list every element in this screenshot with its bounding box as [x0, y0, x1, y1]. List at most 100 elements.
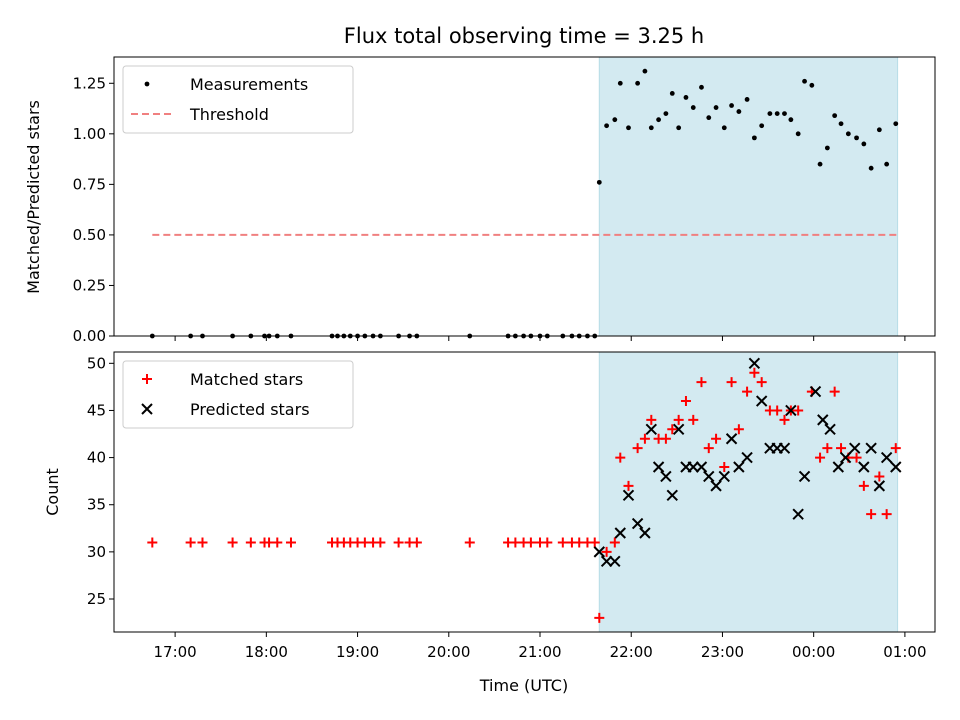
measurements-point	[656, 117, 661, 123]
matched-stars-point	[589, 537, 600, 548]
measurements-point	[713, 105, 719, 110]
measurements-legend-marker	[144, 81, 150, 87]
predicted-stars-point	[798, 470, 811, 483]
matched-stars-point	[696, 377, 707, 388]
bottom-panel-frame	[113, 351, 936, 633]
measurements-point	[648, 125, 654, 131]
matched-stars-point	[639, 433, 650, 444]
measurements-point	[788, 117, 794, 123]
top-legend-box	[122, 65, 354, 134]
matched-stars-point	[646, 414, 657, 425]
measurements-point	[663, 111, 669, 117]
matched-stars-legend-label: Matched stars	[190, 370, 303, 389]
measurements-point	[596, 179, 602, 185]
matched-stars-point	[836, 443, 847, 454]
predicted-stars-point	[672, 423, 685, 436]
x-tick-label: 01:00	[883, 643, 926, 661]
measurements-point	[845, 131, 851, 137]
measurements-point	[699, 84, 704, 90]
matched-stars-point	[688, 414, 699, 425]
matched-stars-point	[609, 537, 620, 548]
matched-stars-point	[227, 537, 238, 548]
predicted-stars-legend-marker	[141, 403, 153, 415]
predicted-stars-point	[652, 461, 665, 473]
matched-stars-point	[680, 396, 691, 407]
matched-stars-point	[890, 443, 901, 454]
measurements-point	[774, 111, 780, 117]
x-tick-label: 20:00	[427, 643, 470, 661]
measurements-point	[642, 68, 648, 74]
predicted-stars-point	[849, 442, 861, 454]
top-y-tick-label: 0.50	[73, 226, 106, 244]
measurements-point	[683, 95, 689, 100]
matched-stars-point	[881, 509, 892, 520]
predicted-stars-point	[687, 461, 699, 473]
matched-stars-point	[525, 537, 536, 548]
predicted-stars-point	[778, 442, 791, 454]
bottom-y-tick-label: 30	[87, 543, 106, 561]
measurements-point	[767, 111, 773, 117]
top-legend: Measurements Threshold	[122, 65, 354, 134]
predicted-stars-point	[785, 404, 797, 417]
measurements-point	[736, 109, 742, 114]
predicted-stars-point	[710, 480, 722, 492]
bottom-y-tick-label: 45	[87, 401, 106, 419]
matched-stars-point	[632, 443, 643, 454]
predicted-stars-point	[593, 546, 606, 558]
measurements-point	[861, 141, 867, 147]
predicted-stars-point	[718, 470, 730, 483]
bottom-y-tick-label: 40	[87, 449, 106, 467]
matched-stars-point	[601, 546, 612, 557]
measurements-point	[759, 123, 765, 129]
matched-stars-point	[719, 462, 730, 473]
measurements-point	[721, 125, 727, 131]
measurements-point	[676, 125, 682, 131]
matched-stars-point	[726, 377, 737, 388]
x-tick-label: 22:00	[610, 643, 653, 661]
predicted-stars-point	[865, 442, 877, 454]
predicted-stars-point	[839, 451, 852, 464]
top-panel: 0.00 0.25 0.50 0.75 1.00 1.25 Matched/Predict…	[24, 56, 936, 345]
x-tick-label: 19:00	[336, 643, 379, 661]
predicted-stars-point	[880, 451, 893, 464]
predicted-stars-point	[600, 555, 613, 568]
matched-stars-point	[667, 424, 678, 435]
measurements-point	[617, 80, 623, 86]
predicted-stars-point	[703, 470, 715, 483]
matched-stars-point	[285, 537, 296, 548]
bottom-y-axis-label: Count	[43, 468, 62, 516]
predicted-stars-point	[733, 461, 745, 473]
matched-stars-point	[245, 537, 256, 548]
matched-stars-point	[411, 537, 422, 548]
bottom-y-tick-label: 50	[87, 354, 106, 372]
top-y-tick-label: 0.00	[73, 327, 106, 345]
matched-stars-point	[874, 471, 885, 482]
measurements-point	[809, 82, 815, 88]
measurements-point	[824, 145, 830, 151]
x-tick-label: 00:00	[792, 643, 835, 661]
measurements-point	[669, 90, 675, 96]
predicted-stars-legend-label: Predicted stars	[190, 400, 310, 419]
matched-stars-point	[793, 405, 804, 416]
measurements-point	[626, 125, 631, 131]
matched-stars-point	[733, 424, 744, 435]
top-y-tick-label: 1.00	[73, 125, 106, 143]
predicted-stars-point	[792, 508, 804, 520]
predicted-stars-point	[645, 423, 658, 436]
matched-stars-point	[272, 537, 283, 548]
bottom-panel: 25 30 35 40 45 50 17:00 18:00 19:00 20:00 21:00 22…	[43, 351, 936, 661]
measurements-point	[802, 78, 807, 84]
predicted-stars-point	[725, 433, 738, 445]
top-y-tick-label: 0.75	[73, 175, 106, 193]
matched-stars-point	[594, 612, 605, 623]
measurements-point	[751, 135, 757, 141]
x-tick-label: 21:00	[518, 643, 561, 661]
predicted-stars-point	[631, 517, 644, 530]
matched-stars-point	[557, 537, 568, 548]
measurements-point	[876, 127, 882, 133]
predicted-stars-point	[890, 461, 902, 473]
matched-stars-point	[623, 480, 634, 491]
matched-stars-point	[660, 433, 671, 444]
matched-stars-point	[815, 452, 826, 463]
measurements-point	[795, 131, 801, 137]
